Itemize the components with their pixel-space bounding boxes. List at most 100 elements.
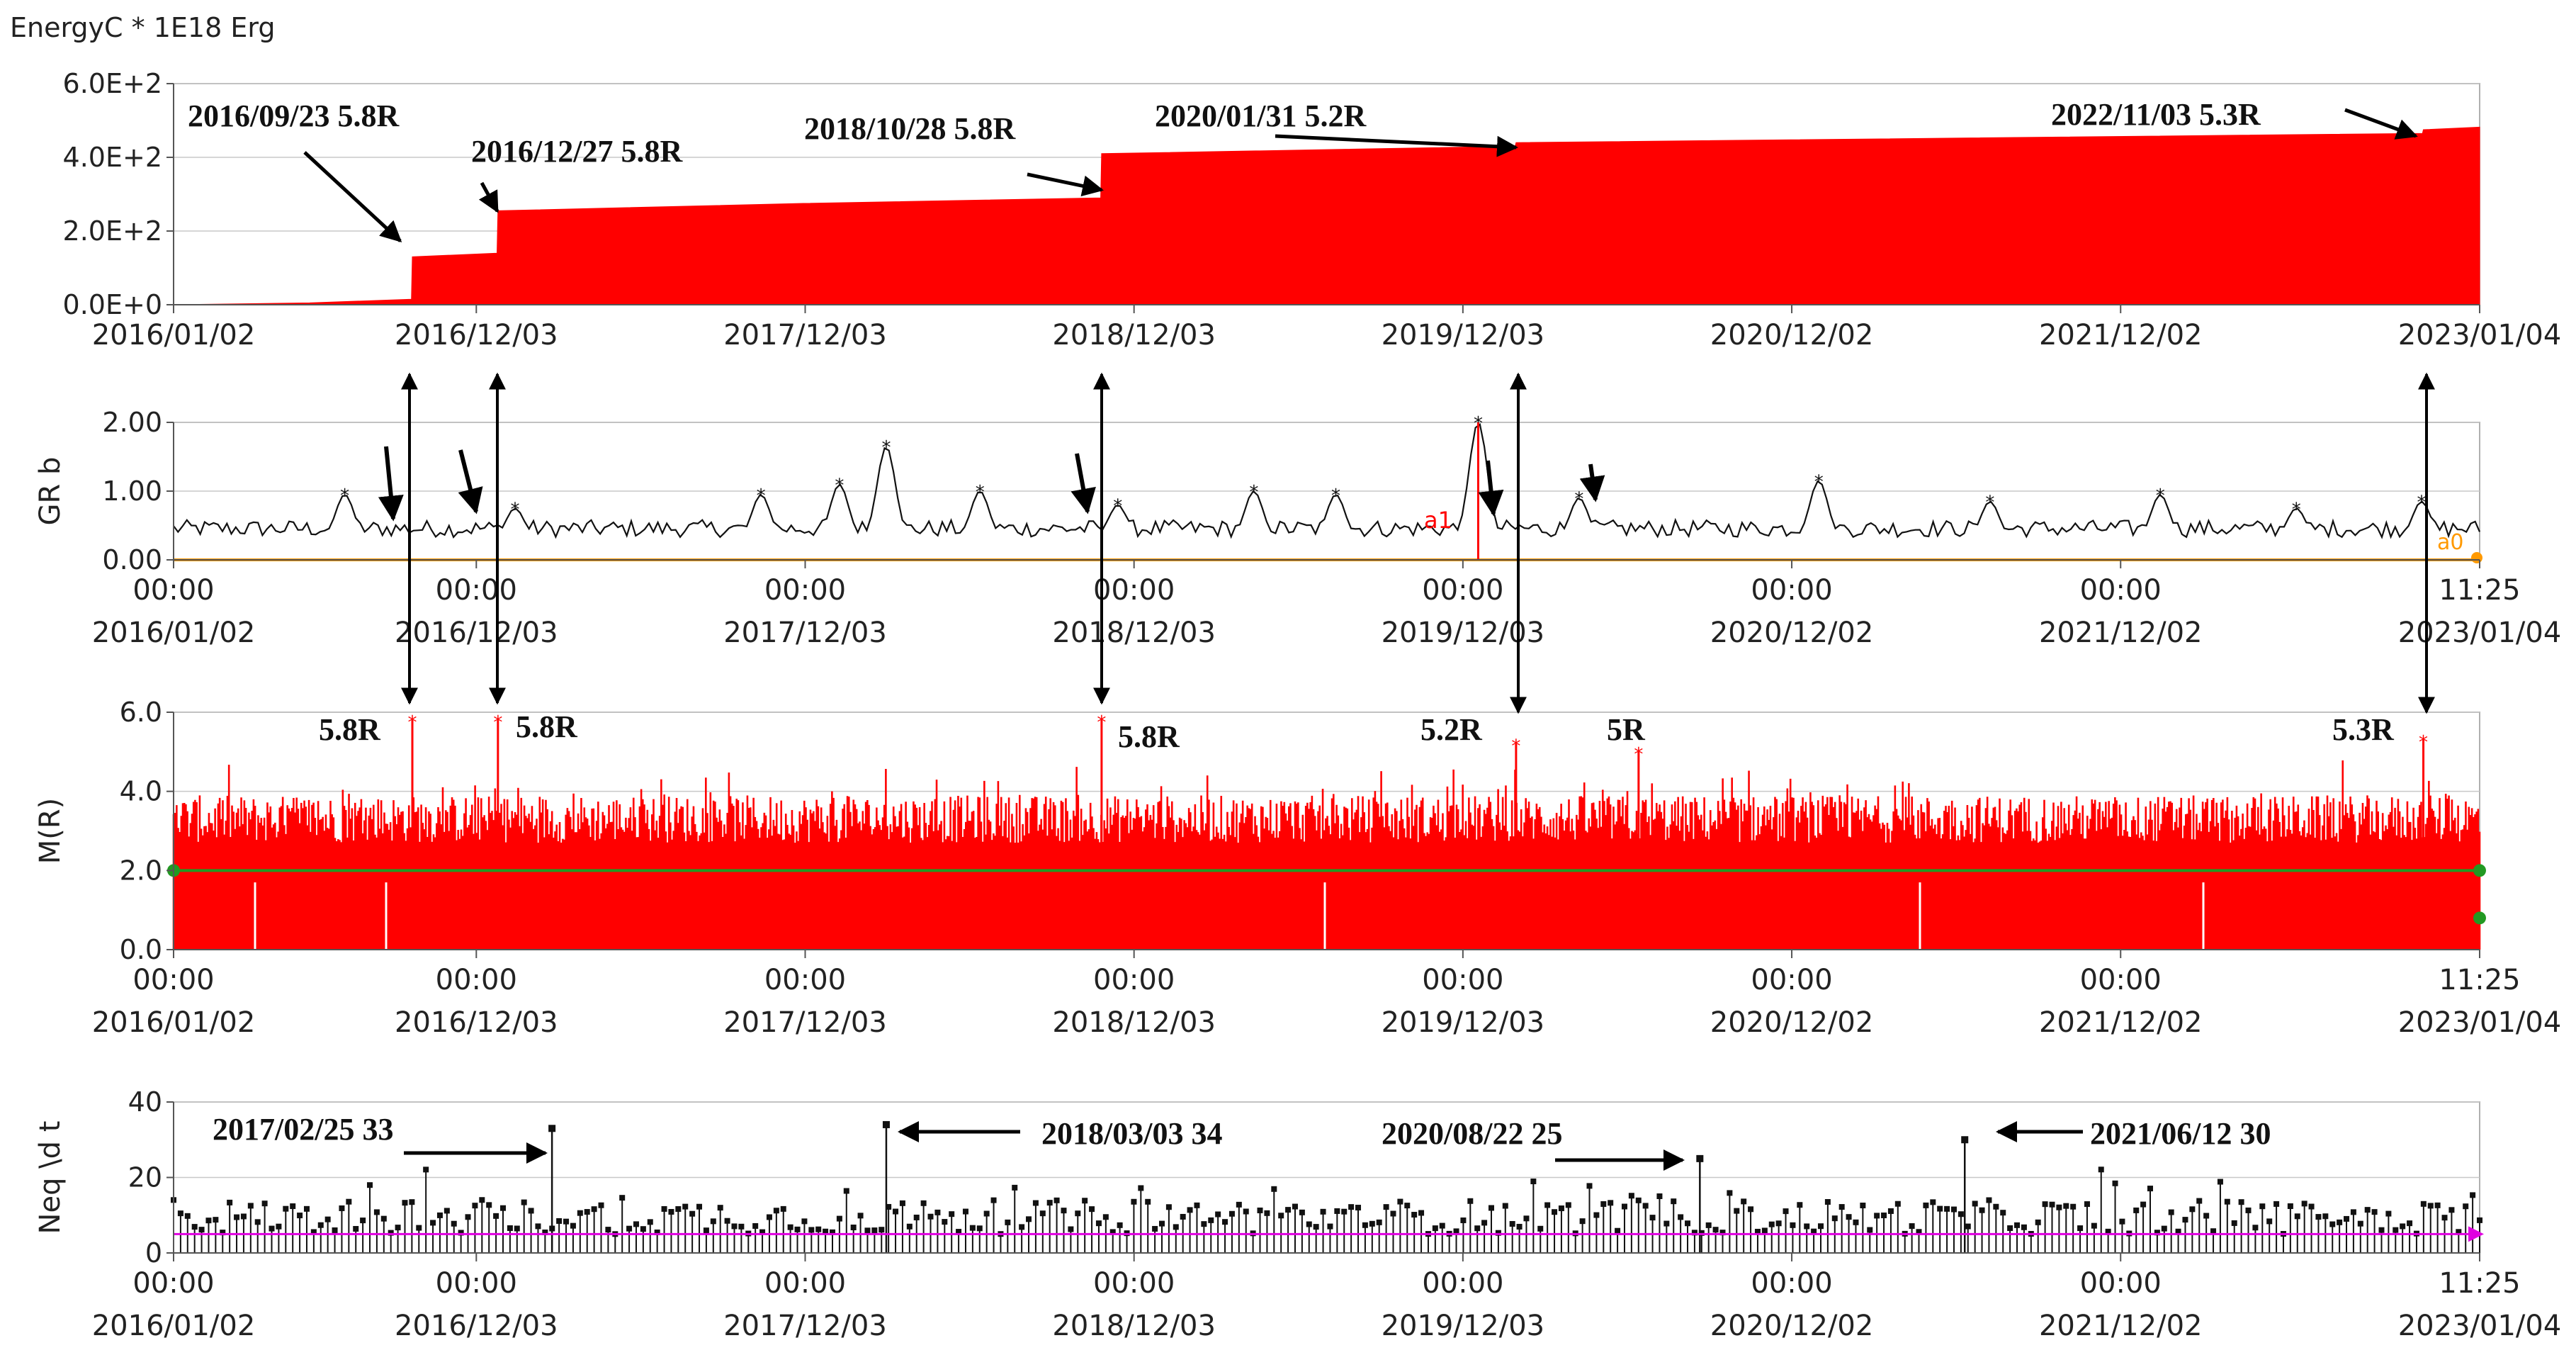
neq-marker (2063, 1203, 2069, 1209)
neq-ytick-label: 20 (128, 1162, 162, 1193)
neq-marker (830, 1229, 835, 1235)
neq-marker (303, 1205, 310, 1212)
neq-marker (339, 1205, 345, 1211)
neq-marker (633, 1221, 639, 1227)
grb-peak-marker: * (1985, 493, 1994, 514)
grb-marker-a1: a1 (1424, 507, 1452, 534)
neq-marker (297, 1213, 303, 1219)
neq-marker (1243, 1208, 1249, 1215)
grb-peak-marker: * (1574, 489, 1583, 510)
neq-marker (1523, 1215, 1530, 1222)
neq-marker (317, 1222, 324, 1228)
neq-marker (976, 1225, 983, 1232)
energy-xtick-date: 2023/01/04 (2398, 319, 2562, 352)
neq-marker (2420, 1200, 2427, 1207)
neq-annotation: 2017/02/25 33 (213, 1112, 393, 1147)
neq-xtick-date: 2020/12/02 (1710, 1310, 1874, 1342)
neq-marker (1502, 1203, 1508, 1209)
neq-marker (850, 1225, 857, 1231)
neq-marker (1811, 1228, 1817, 1235)
neq-marker (1194, 1202, 1200, 1208)
neq-marker (1761, 1227, 1768, 1234)
neq-marker (1201, 1221, 1207, 1227)
neq-marker (949, 1211, 955, 1218)
neq-marker (2077, 1225, 2084, 1232)
neq-marker (640, 1226, 646, 1232)
neq-marker (1923, 1202, 1929, 1208)
neq-marker (808, 1227, 815, 1233)
neq-marker (283, 1205, 289, 1212)
neq-ytick-label: 0 (145, 1237, 162, 1269)
neq-marker (1887, 1208, 1894, 1214)
mag-event-label: 5.3R (2332, 712, 2395, 747)
neq-marker (731, 1223, 738, 1230)
neq-marker (227, 1199, 233, 1205)
neq-marker (1019, 1224, 1025, 1230)
neq-marker (388, 1230, 394, 1236)
neq-marker (2140, 1201, 2147, 1208)
neq-marker (577, 1210, 583, 1216)
neq-marker (626, 1225, 633, 1232)
neq-marker (2042, 1201, 2048, 1208)
neq-marker (360, 1218, 366, 1224)
neq-marker (1488, 1205, 1494, 1211)
neq-marker (528, 1208, 534, 1214)
neq-marker (1797, 1202, 1803, 1208)
grb-xtick-time: 11:25 (2439, 574, 2520, 607)
neq-marker (261, 1200, 268, 1207)
neq-marker (654, 1229, 660, 1235)
neq-marker (710, 1218, 716, 1225)
grb-peak-marker: * (976, 482, 985, 503)
grb-peak-marker: * (340, 485, 349, 507)
grb-peak-marker: * (2417, 493, 2427, 514)
neq-marker (2084, 1201, 2090, 1208)
neq-marker (801, 1218, 808, 1225)
grb-ytick-label: 1.00 (102, 476, 162, 507)
mag-xtick-time: 00:00 (1422, 964, 1503, 996)
neq-marker (886, 1203, 892, 1210)
neq-marker (2350, 1209, 2356, 1215)
neq-marker (416, 1225, 422, 1231)
mag-xtick-time: 00:00 (1751, 964, 1832, 996)
neq-marker (1965, 1223, 1971, 1230)
neq-xtick-date: 2017/12/03 (723, 1310, 887, 1342)
neq-xtick-date: 2018/12/03 (1052, 1310, 1216, 1342)
mag-xtick-date: 2018/12/03 (1052, 1006, 1216, 1039)
neq-marker (395, 1225, 401, 1231)
mag-xtick-time: 00:00 (132, 964, 214, 996)
neq-xtick-time: 00:00 (2080, 1267, 2162, 1300)
neq-peak-marker (548, 1125, 556, 1132)
grb-xtick-date: 2023/01/04 (2398, 617, 2562, 649)
grb-end-marker (2471, 552, 2482, 563)
neq-marker (1642, 1203, 1649, 1209)
neq-marker (563, 1218, 570, 1225)
neq-marker (2308, 1203, 2315, 1210)
grb-peak-marker: * (510, 499, 519, 520)
neq-marker (1165, 1204, 1172, 1210)
neq-marker (990, 1197, 997, 1203)
neq-marker (1558, 1205, 1564, 1212)
grb-peak-marker: * (1331, 485, 1340, 507)
neq-marker (191, 1224, 198, 1230)
neq-marker (1418, 1210, 1425, 1216)
neq-marker (2007, 1225, 2013, 1232)
neq-marker (759, 1229, 766, 1235)
grb-xtick-time: 00:00 (2080, 574, 2162, 607)
neq-marker (962, 1208, 968, 1215)
mag-major-marker: * (493, 712, 502, 733)
neq-marker (479, 1197, 485, 1203)
neq-marker (2035, 1219, 2041, 1225)
neq-marker (717, 1205, 723, 1211)
energy-ytick-label: 6.0E+2 (63, 68, 162, 99)
neq-marker (1095, 1220, 1102, 1227)
neq-marker (1846, 1214, 1852, 1220)
neq-marker (934, 1209, 941, 1215)
neq-marker (1552, 1209, 1558, 1215)
mag-xtick-time: 00:00 (436, 964, 517, 996)
neq-marker (2231, 1220, 2237, 1226)
neq-marker (2021, 1224, 2027, 1230)
neq-marker (198, 1227, 205, 1233)
grb-peak-marker: * (1113, 495, 1122, 517)
neq-marker (1228, 1210, 1235, 1217)
neq-marker (794, 1226, 801, 1232)
